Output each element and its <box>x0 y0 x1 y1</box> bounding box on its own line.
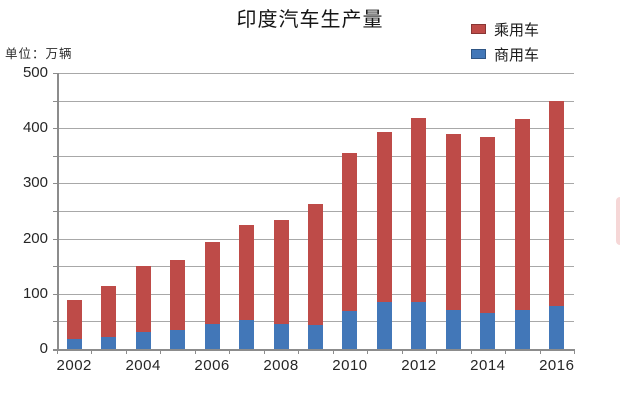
bar-2004-commercial <box>135 332 151 349</box>
bar-2008-passenger <box>273 220 289 325</box>
legend: 乘用车 商用车 <box>471 19 539 69</box>
bar-2016-commercial <box>549 305 565 349</box>
bar-2003-commercial <box>101 336 117 349</box>
bar-2010-commercial <box>342 310 358 349</box>
bar-2015-commercial <box>514 309 530 349</box>
x-axis-tick-13 <box>505 349 507 354</box>
y-axis-tick-400 <box>53 128 57 130</box>
y-axis-tick-50 <box>53 321 57 323</box>
y-axis-label-100: 100 <box>22 284 48 302</box>
legend-label-commercial: 商用车 <box>494 46 540 64</box>
bar-2011-passenger <box>376 132 392 302</box>
y-axis-label-500: 500 <box>22 64 48 81</box>
bar-2007-commercial <box>239 320 255 349</box>
bar-2012-passenger <box>411 118 427 303</box>
y-axis-label-0: 0 <box>39 340 48 357</box>
bar-2004-passenger <box>135 266 151 333</box>
x-axis-label-2016: 2016 <box>539 357 575 374</box>
x-axis-label-2014: 2014 <box>470 357 506 374</box>
bar-2015-passenger <box>514 119 530 310</box>
gridline-500 <box>57 73 574 74</box>
y-axis-tick-250 <box>53 211 57 212</box>
x-axis-tick-7 <box>298 349 300 354</box>
bar-2002-passenger <box>66 300 82 340</box>
x-axis-line <box>53 349 574 351</box>
x-axis-tick-8 <box>332 349 334 354</box>
legend-item-passenger: 乘用车 <box>471 19 539 39</box>
x-axis-tick-4 <box>194 349 196 354</box>
bar-2006-passenger <box>204 241 220 325</box>
bar-2006-commercial <box>204 324 220 349</box>
legend-item-commercial: 商用车 <box>471 44 539 64</box>
bar-2011-commercial <box>376 301 392 349</box>
x-axis-tick-11 <box>436 349 438 354</box>
x-axis-label-2008: 2008 <box>263 357 299 374</box>
unit-label: 单位：万辆 <box>5 47 73 61</box>
y-axis-label-300: 300 <box>22 174 48 192</box>
gridline-300 <box>57 183 574 185</box>
y-axis-tick-200 <box>53 238 57 240</box>
bar-2013-commercial <box>445 309 461 349</box>
x-axis-label-2012: 2012 <box>401 357 437 374</box>
y-axis-tick-500 <box>53 73 57 74</box>
x-axis-tick-12 <box>470 349 472 354</box>
bar-2014-commercial <box>480 313 496 349</box>
x-axis-tick-6 <box>263 349 265 354</box>
bar-2005-commercial <box>170 329 186 349</box>
bar-2010-passenger <box>342 153 358 311</box>
x-axis-label-2010: 2010 <box>332 357 368 374</box>
gridline-400 <box>57 128 574 130</box>
y-axis-tick-300 <box>53 183 57 185</box>
passenger-color-swatch-icon <box>471 24 486 34</box>
x-axis-tick-10 <box>401 349 403 354</box>
x-axis-tick-9 <box>367 349 369 354</box>
x-axis-tick-15 <box>574 349 575 354</box>
legend-label-passenger: 乘用车 <box>494 21 540 39</box>
bar-2008-commercial <box>273 324 289 349</box>
x-axis-tick-1 <box>91 349 93 354</box>
x-axis-tick-5 <box>229 349 231 354</box>
x-axis-label-2002: 2002 <box>56 357 92 374</box>
bar-2014-passenger <box>480 137 496 314</box>
commercial-color-swatch-icon <box>471 49 486 59</box>
bar-2013-passenger <box>445 134 461 310</box>
y-axis-line <box>57 73 59 349</box>
chart-title: 印度汽车生产量 <box>236 9 384 31</box>
bar-2003-passenger <box>101 285 117 337</box>
x-axis-tick-3 <box>160 349 162 354</box>
bar-2007-passenger <box>239 225 255 321</box>
bar-2016-passenger <box>549 100 565 306</box>
gridline-350 <box>57 155 574 157</box>
y-axis-label-200: 200 <box>22 229 48 247</box>
bar-2002-commercial <box>66 339 82 349</box>
bar-2012-commercial <box>411 302 427 349</box>
x-axis-tick-2 <box>125 349 127 354</box>
bar-2005-passenger <box>170 260 186 330</box>
y-axis-tick-450 <box>53 100 57 102</box>
x-axis-label-2006: 2006 <box>194 357 230 374</box>
bar-2009-commercial <box>308 325 323 349</box>
x-axis-label-2004: 2004 <box>125 357 161 374</box>
y-axis-label-400: 400 <box>22 119 48 137</box>
right-edge-artifact <box>616 197 620 245</box>
y-axis-tick-100 <box>53 293 57 295</box>
gridline-450 <box>57 100 574 102</box>
y-axis-tick-150 <box>53 266 57 268</box>
x-axis-tick-0 <box>57 349 58 354</box>
x-axis-tick-14 <box>539 349 541 354</box>
y-axis-tick-350 <box>53 155 57 157</box>
bar-2009-passenger <box>308 204 323 326</box>
